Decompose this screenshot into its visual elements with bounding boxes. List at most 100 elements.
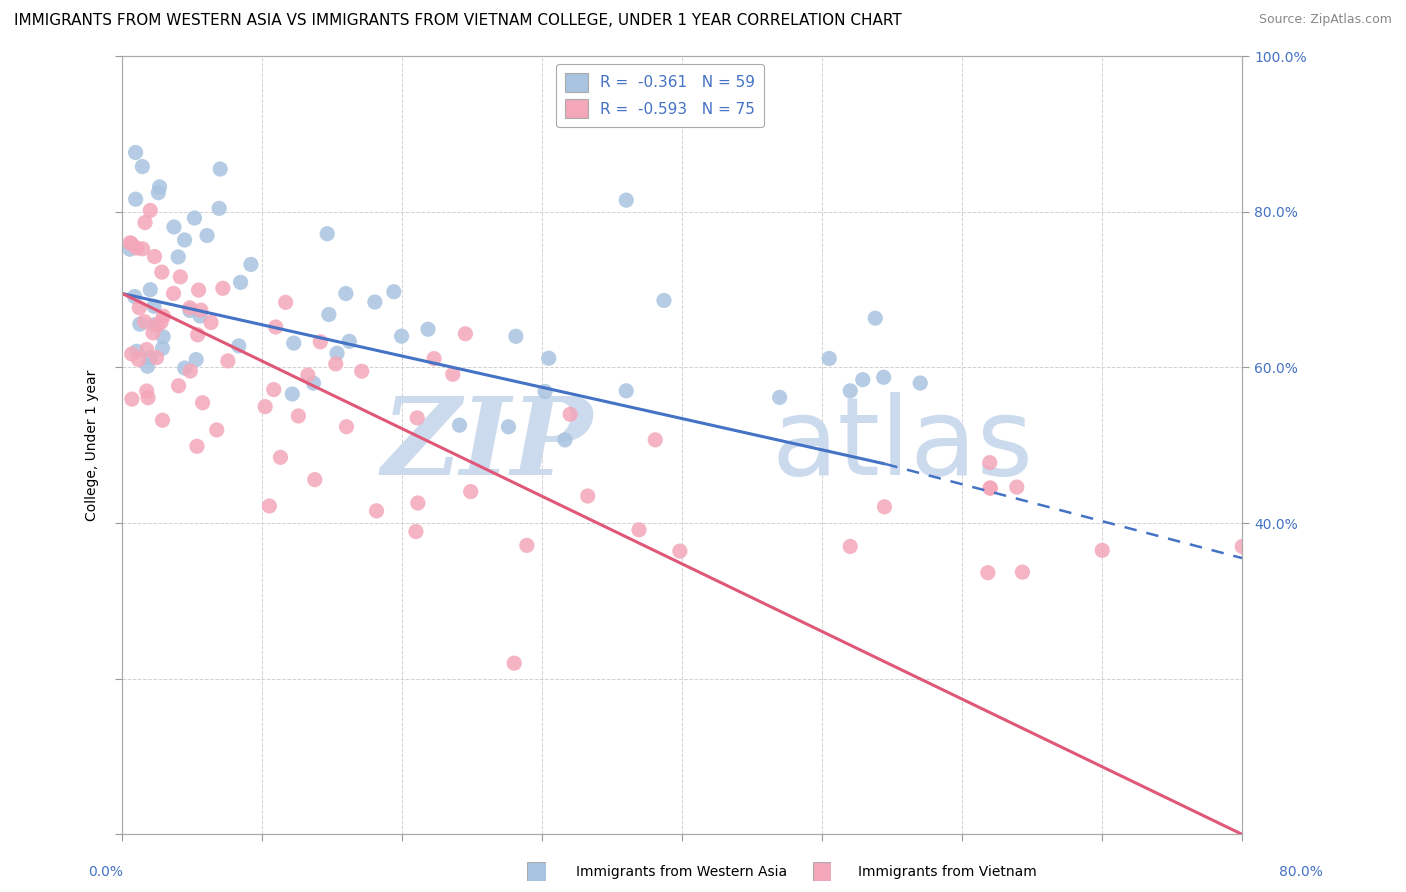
Point xyxy=(302,376,325,390)
Point xyxy=(269,450,291,465)
Point xyxy=(537,351,560,366)
Point xyxy=(254,400,277,414)
Point xyxy=(979,481,1001,495)
Point xyxy=(139,203,162,218)
Point xyxy=(873,500,896,514)
Point xyxy=(309,334,332,349)
Point xyxy=(1005,480,1028,494)
Text: Immigrants from Vietnam: Immigrants from Vietnam xyxy=(858,864,1036,879)
Point xyxy=(139,351,162,365)
Point xyxy=(143,318,166,332)
Text: atlas: atlas xyxy=(772,392,1033,499)
Point xyxy=(136,359,159,374)
Point xyxy=(200,315,222,329)
Text: Source: ZipAtlas.com: Source: ZipAtlas.com xyxy=(1258,13,1392,27)
Point xyxy=(669,544,692,558)
Point xyxy=(134,216,156,230)
Text: ZIP: ZIP xyxy=(381,392,592,499)
Point xyxy=(406,496,429,510)
Point xyxy=(173,361,195,376)
Point xyxy=(187,283,209,297)
Point xyxy=(125,344,148,359)
Point xyxy=(460,484,482,499)
Point xyxy=(1091,543,1114,558)
Point xyxy=(873,370,896,384)
Point xyxy=(179,364,201,378)
Point xyxy=(131,242,153,256)
Point xyxy=(364,295,387,310)
Point xyxy=(287,409,309,423)
Point xyxy=(186,439,208,453)
Point xyxy=(190,303,212,318)
Point xyxy=(304,473,326,487)
Point xyxy=(441,368,464,382)
Point xyxy=(405,524,427,539)
Text: Immigrants from Western Asia: Immigrants from Western Asia xyxy=(576,864,787,879)
Point xyxy=(143,299,166,313)
Point xyxy=(264,320,287,334)
Point xyxy=(152,330,174,344)
Point xyxy=(644,433,666,447)
Point xyxy=(131,160,153,174)
Point xyxy=(124,192,146,206)
Point xyxy=(124,145,146,160)
Point xyxy=(150,315,173,329)
Point xyxy=(560,407,582,421)
Point xyxy=(121,347,143,361)
Point xyxy=(124,289,146,303)
Legend: R =  -0.361   N = 59, R =  -0.593   N = 75: R = -0.361 N = 59, R = -0.593 N = 75 xyxy=(555,64,763,127)
Point xyxy=(908,376,931,390)
Point xyxy=(350,364,373,378)
Text: IMMIGRANTS FROM WESTERN ASIA VS IMMIGRANTS FROM VIETNAM COLLEGE, UNDER 1 YEAR CO: IMMIGRANTS FROM WESTERN ASIA VS IMMIGRAN… xyxy=(14,13,901,29)
Point xyxy=(818,351,841,366)
Point xyxy=(416,322,439,336)
Point xyxy=(263,383,285,397)
Point xyxy=(979,481,1001,495)
Point xyxy=(852,373,875,387)
Point xyxy=(128,301,150,315)
Point xyxy=(148,180,170,194)
Point xyxy=(865,311,887,326)
Point xyxy=(366,504,388,518)
Point xyxy=(121,392,143,406)
Point xyxy=(163,219,186,234)
Point xyxy=(135,384,157,398)
Point xyxy=(121,236,143,251)
Point xyxy=(173,233,195,247)
Point xyxy=(614,384,637,398)
Point xyxy=(503,656,526,670)
Text: 0.0%: 0.0% xyxy=(89,864,122,879)
Point xyxy=(118,242,141,256)
Point xyxy=(977,566,1000,580)
Text: 80.0%: 80.0% xyxy=(1278,864,1323,879)
Point xyxy=(146,318,169,332)
Point xyxy=(326,346,349,360)
Point xyxy=(839,540,862,554)
Point xyxy=(148,186,170,200)
Point xyxy=(768,390,790,404)
Point xyxy=(125,241,148,255)
Point xyxy=(186,352,208,367)
Point xyxy=(229,276,252,290)
Point xyxy=(152,310,174,324)
Point xyxy=(195,228,218,243)
Point xyxy=(839,384,862,398)
Point xyxy=(576,489,599,503)
Point xyxy=(274,295,297,310)
Point xyxy=(150,265,173,279)
Point xyxy=(135,343,157,357)
Point xyxy=(143,250,166,264)
Point xyxy=(391,329,413,343)
Point xyxy=(179,301,201,315)
Point xyxy=(337,334,360,349)
Point xyxy=(139,283,162,297)
Point xyxy=(614,193,637,207)
Point xyxy=(297,368,319,383)
Point xyxy=(212,281,235,295)
Point xyxy=(142,326,165,340)
Point xyxy=(259,499,281,513)
Point xyxy=(167,379,190,393)
Point xyxy=(335,419,357,434)
Point xyxy=(423,351,446,366)
Point xyxy=(554,433,576,447)
